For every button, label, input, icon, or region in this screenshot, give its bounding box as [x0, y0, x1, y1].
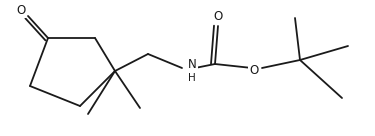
Text: H: H [188, 73, 196, 83]
Text: O: O [213, 10, 223, 22]
Text: N: N [188, 58, 197, 70]
Text: O: O [249, 64, 259, 76]
Text: O: O [16, 4, 26, 16]
